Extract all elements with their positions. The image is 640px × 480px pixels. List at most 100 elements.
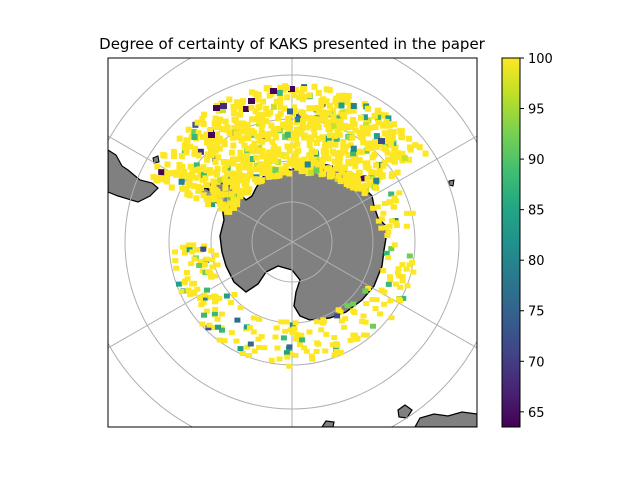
data-cell xyxy=(247,169,253,176)
data-cell xyxy=(330,113,337,120)
data-cell xyxy=(251,140,258,147)
data-cell xyxy=(189,249,196,255)
data-cell xyxy=(212,297,219,303)
data-cell xyxy=(214,262,221,268)
data-cell xyxy=(259,138,266,145)
data-cell xyxy=(240,98,246,105)
data-cell xyxy=(178,178,185,185)
data-cell xyxy=(385,115,392,122)
data-cell xyxy=(373,169,380,176)
data-cell xyxy=(396,296,402,302)
data-cell xyxy=(249,116,255,123)
data-cell xyxy=(179,170,186,177)
data-cell xyxy=(383,118,390,125)
data-cell xyxy=(237,111,243,118)
data-cell xyxy=(276,356,283,362)
data-cell xyxy=(204,151,211,158)
data-cell xyxy=(256,344,262,350)
data-cell xyxy=(354,157,361,164)
data-cell xyxy=(263,105,270,112)
data-cell xyxy=(364,140,371,147)
data-cell xyxy=(285,115,292,122)
data-cell xyxy=(252,176,258,183)
data-cell xyxy=(211,193,218,200)
data-cell xyxy=(386,223,393,229)
data-cell xyxy=(216,118,223,124)
data-cell xyxy=(204,287,210,293)
data-cell xyxy=(220,103,227,109)
data-cell xyxy=(218,126,225,133)
colorbar-tick-label: 85 xyxy=(528,204,545,219)
data-cell xyxy=(391,158,398,165)
data-cell xyxy=(260,98,266,105)
data-cell xyxy=(256,316,263,322)
data-cell xyxy=(271,143,278,150)
data-cell xyxy=(176,135,183,142)
data-cell xyxy=(378,112,385,119)
data-cell xyxy=(396,190,403,196)
data-cell xyxy=(243,182,250,189)
data-cell xyxy=(369,154,376,161)
data-cell xyxy=(388,218,395,224)
data-cell xyxy=(222,191,229,198)
data-cell xyxy=(304,115,311,121)
data-cell xyxy=(222,185,229,191)
data-cell xyxy=(306,134,313,141)
data-cell xyxy=(205,325,212,331)
data-cell xyxy=(383,250,390,256)
data-cell xyxy=(337,178,344,185)
data-cell xyxy=(222,162,229,168)
data-cell xyxy=(187,292,194,298)
data-cell xyxy=(394,150,401,157)
data-cell xyxy=(300,118,307,124)
data-cell xyxy=(349,181,356,188)
data-cell xyxy=(284,94,291,101)
data-cell xyxy=(212,155,219,162)
data-cell xyxy=(231,110,238,116)
data-cell xyxy=(334,162,341,168)
data-cell xyxy=(269,165,275,172)
data-cell xyxy=(287,160,294,167)
data-cell xyxy=(266,149,272,156)
data-cell xyxy=(385,281,392,287)
data-cell xyxy=(360,139,367,146)
data-cell xyxy=(397,284,404,290)
data-cell xyxy=(247,325,253,331)
data-cell xyxy=(233,99,240,106)
data-cell xyxy=(295,116,302,123)
colorbar-tick-label: 65 xyxy=(528,406,545,421)
data-cell xyxy=(272,158,278,164)
data-cell xyxy=(203,196,210,202)
data-cell xyxy=(363,301,370,307)
data-cell xyxy=(399,134,406,141)
data-cell xyxy=(277,104,284,111)
land-island xyxy=(152,155,160,164)
data-cell xyxy=(300,160,307,167)
data-cell xyxy=(287,351,294,357)
data-cell xyxy=(396,273,403,279)
data-cell xyxy=(368,173,375,180)
data-cell xyxy=(195,152,202,159)
data-cell xyxy=(185,126,192,133)
data-cell xyxy=(384,233,391,238)
data-cell xyxy=(214,316,221,322)
data-cell xyxy=(359,318,366,324)
data-cell xyxy=(193,195,200,202)
data-cell xyxy=(275,125,282,132)
data-cell xyxy=(287,327,294,333)
data-cell xyxy=(195,188,202,194)
data-cell xyxy=(406,156,412,163)
data-cell xyxy=(267,130,274,137)
data-cell xyxy=(234,317,241,323)
data-cell xyxy=(217,191,224,198)
data-cell xyxy=(280,335,287,341)
data-cells xyxy=(150,83,429,369)
data-cell xyxy=(256,166,263,173)
data-cell xyxy=(364,160,371,167)
data-cell xyxy=(335,307,342,313)
data-cell xyxy=(265,111,272,117)
data-cell xyxy=(212,273,219,279)
data-cell xyxy=(360,313,367,319)
data-cell xyxy=(202,175,209,182)
